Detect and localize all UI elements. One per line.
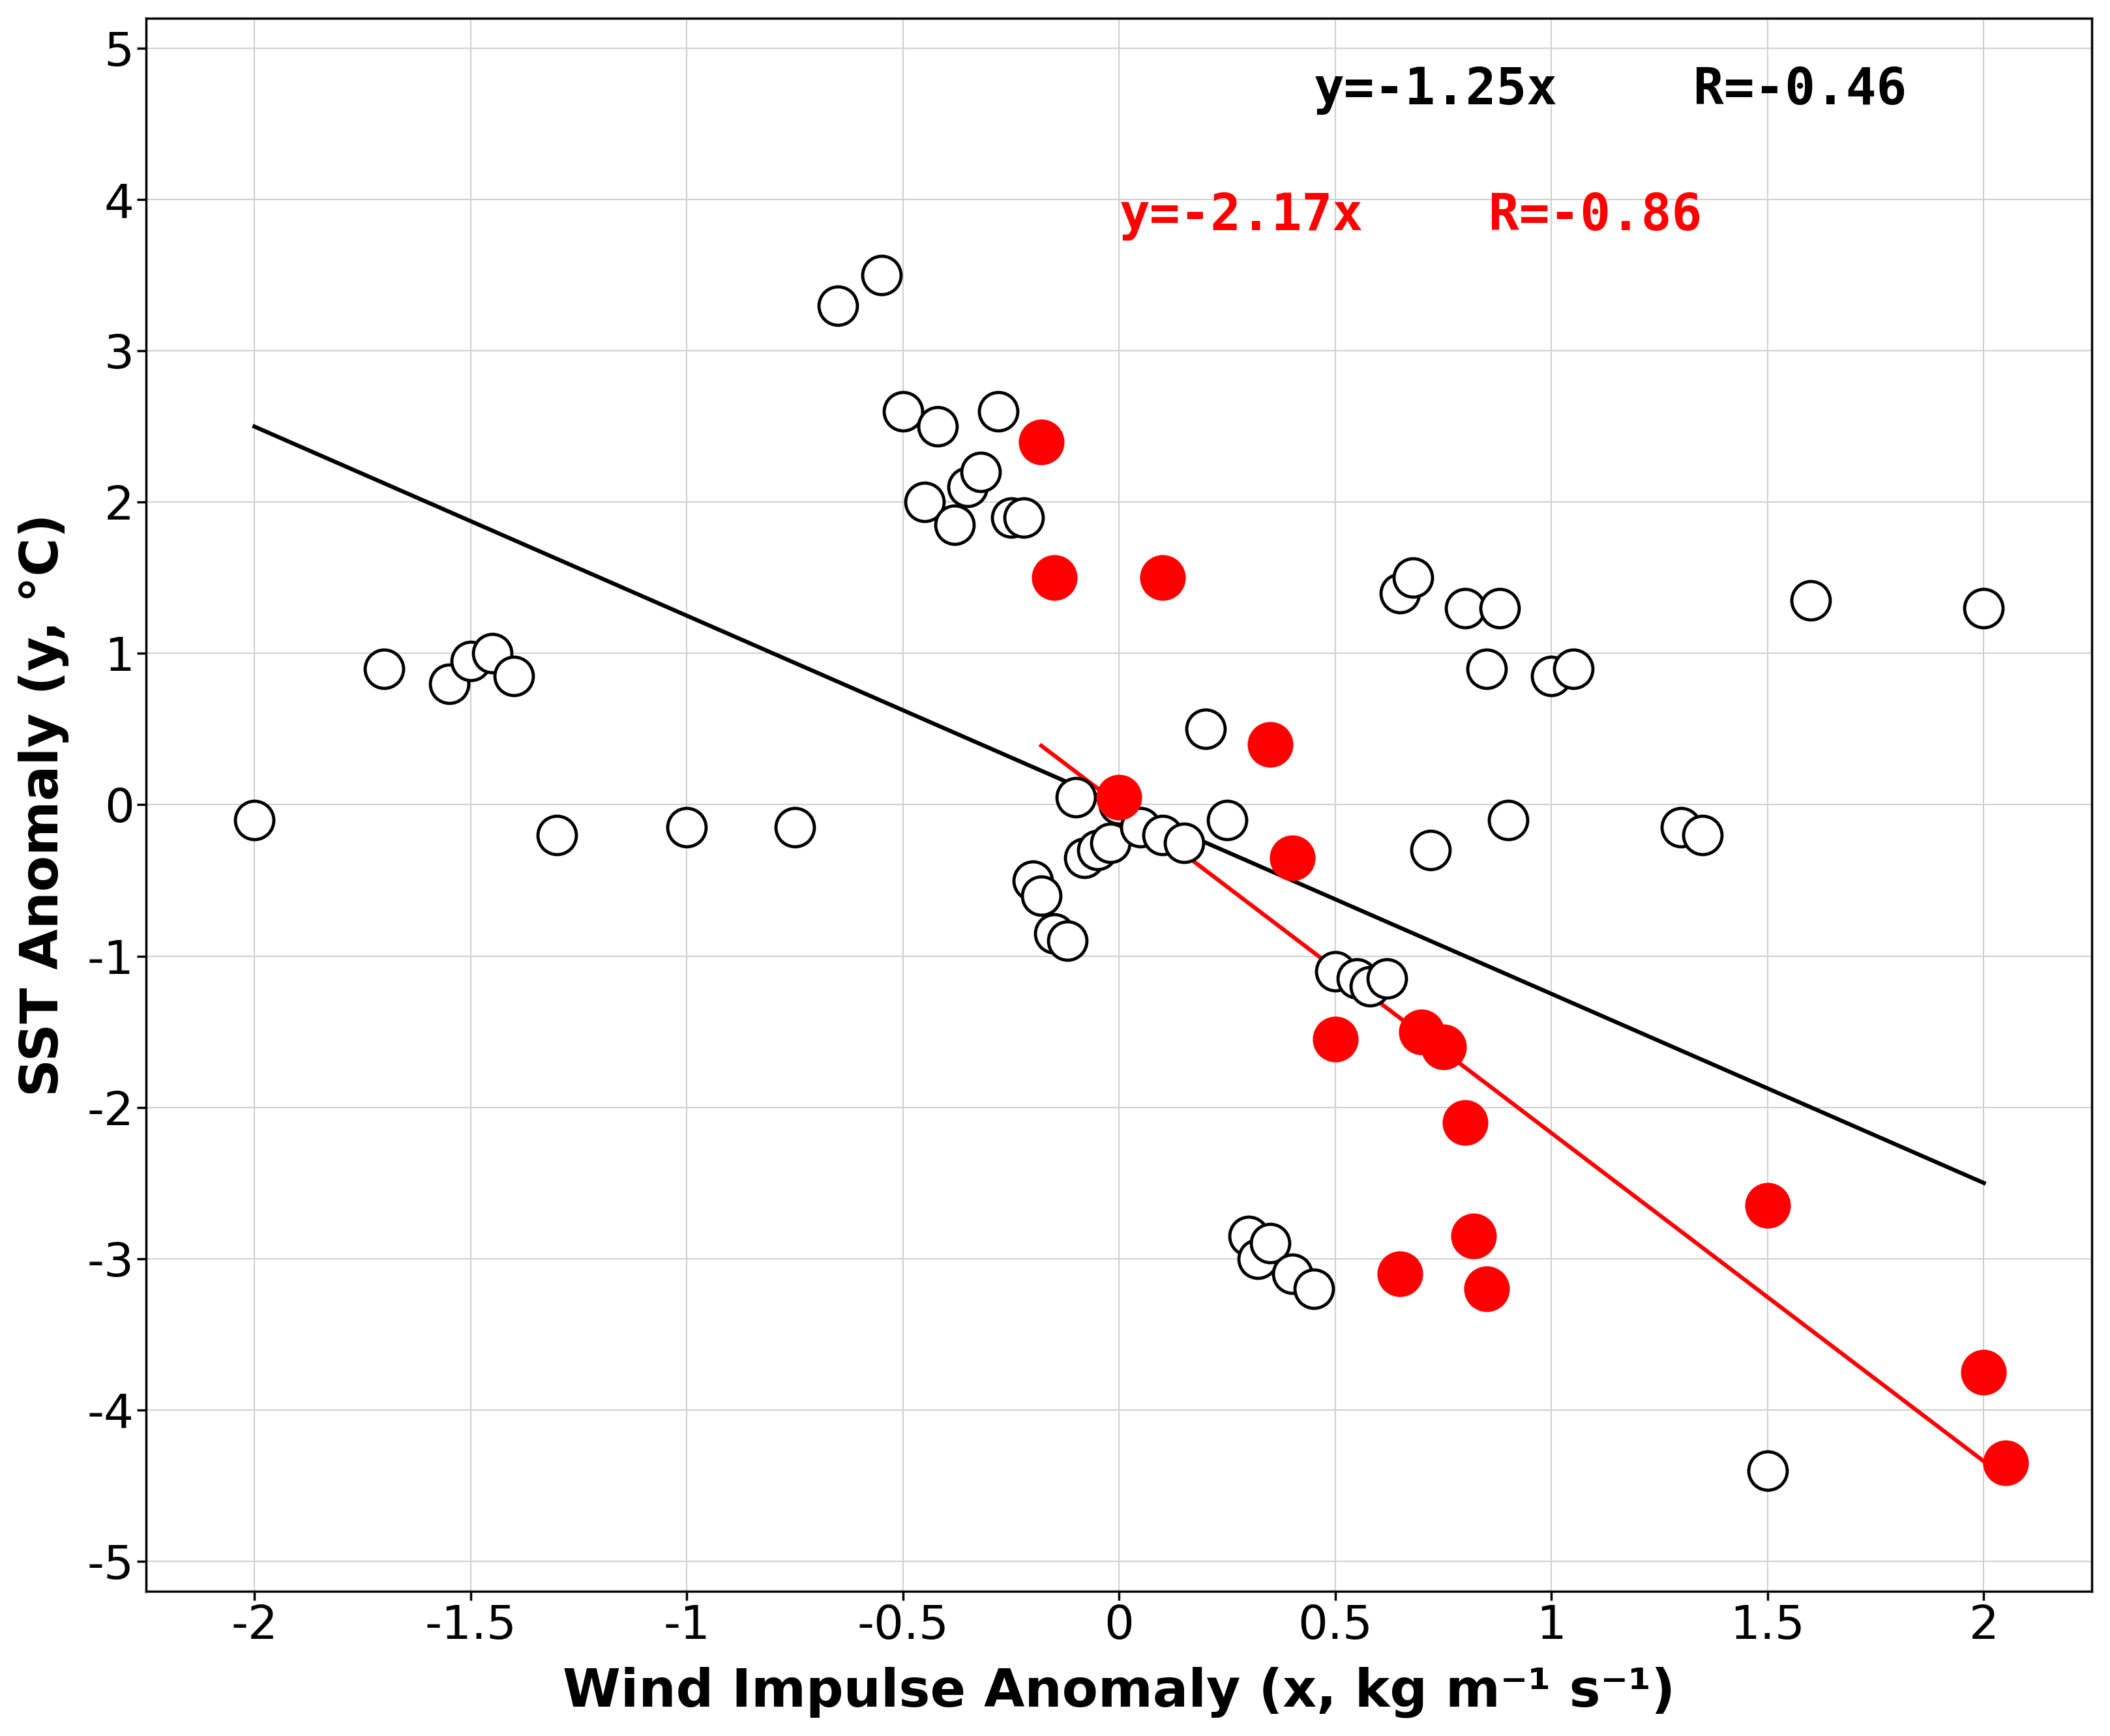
- Point: [433, 670, 466, 698]
- Point: [1471, 1274, 1504, 1302]
- Point: [1397, 564, 1431, 592]
- Point: [1967, 1358, 2000, 1385]
- Point: [1188, 715, 1222, 743]
- Point: [1751, 1457, 1785, 1484]
- Point: [1146, 821, 1179, 849]
- Y-axis label: SST Anomaly (y, °C): SST Anomaly (y, °C): [19, 514, 70, 1095]
- Point: [1665, 814, 1699, 842]
- Point: [939, 510, 973, 538]
- Point: [1080, 837, 1114, 865]
- Point: [1274, 1260, 1308, 1288]
- Point: [367, 654, 401, 682]
- Point: [1025, 427, 1059, 455]
- Text: y=-2.17x: y=-2.17x: [1118, 191, 1363, 241]
- Point: [1557, 654, 1591, 682]
- Point: [1232, 1222, 1266, 1250]
- Point: [1101, 783, 1135, 811]
- Point: [1038, 564, 1072, 592]
- Point: [1988, 1450, 2021, 1477]
- X-axis label: Wind Impulse Anomaly (x, kg m⁻¹ s⁻¹): Wind Impulse Anomaly (x, kg m⁻¹ s⁻¹): [563, 1667, 1675, 1719]
- Point: [1686, 821, 1720, 849]
- Point: [1059, 783, 1093, 811]
- Point: [1006, 503, 1040, 531]
- Point: [1025, 882, 1059, 910]
- Text: y=-1.25x: y=-1.25x: [1315, 66, 1557, 115]
- Point: [1093, 828, 1127, 856]
- Point: [454, 648, 487, 675]
- Point: [1384, 580, 1418, 608]
- Point: [1051, 927, 1085, 955]
- Point: [1483, 594, 1517, 621]
- Point: [1751, 1191, 1785, 1219]
- Point: [1253, 1229, 1287, 1257]
- Point: [1146, 564, 1179, 592]
- Point: [779, 814, 812, 842]
- Point: [475, 639, 509, 667]
- Point: [1414, 837, 1447, 865]
- Point: [1015, 866, 1049, 894]
- Point: [1447, 1109, 1481, 1137]
- Point: [1534, 661, 1568, 689]
- Point: [1794, 587, 1827, 615]
- Point: [964, 458, 998, 486]
- Point: [821, 292, 855, 319]
- Point: [669, 814, 703, 842]
- Point: [865, 262, 899, 290]
- Point: [1298, 1274, 1331, 1302]
- Point: [1253, 731, 1287, 759]
- Point: [1340, 965, 1374, 993]
- Point: [1038, 920, 1072, 948]
- Point: [1492, 806, 1526, 833]
- Point: [1456, 1222, 1490, 1250]
- Point: [1384, 1260, 1418, 1288]
- Point: [1068, 844, 1101, 871]
- Point: [238, 806, 272, 833]
- Point: [920, 413, 954, 441]
- Point: [498, 661, 532, 689]
- Point: [1274, 844, 1308, 871]
- Point: [1353, 972, 1386, 1000]
- Point: [886, 398, 920, 425]
- Text: R=-0.46: R=-0.46: [1692, 66, 1907, 115]
- Point: [994, 503, 1028, 531]
- Point: [1369, 965, 1403, 993]
- Point: [540, 821, 574, 849]
- Point: [1211, 806, 1245, 833]
- Point: [981, 398, 1015, 425]
- Point: [952, 474, 985, 502]
- Point: [1319, 957, 1353, 984]
- Text: R=-0.86: R=-0.86: [1490, 191, 1703, 241]
- Point: [1101, 792, 1135, 819]
- Point: [1426, 1033, 1460, 1061]
- Point: [1471, 654, 1504, 682]
- Point: [1405, 1017, 1439, 1045]
- Point: [907, 488, 941, 516]
- Point: [1967, 594, 2000, 621]
- Point: [1447, 594, 1481, 621]
- Point: [1167, 828, 1201, 856]
- Point: [1319, 1026, 1353, 1054]
- Point: [1125, 814, 1158, 842]
- Point: [1241, 1245, 1274, 1272]
